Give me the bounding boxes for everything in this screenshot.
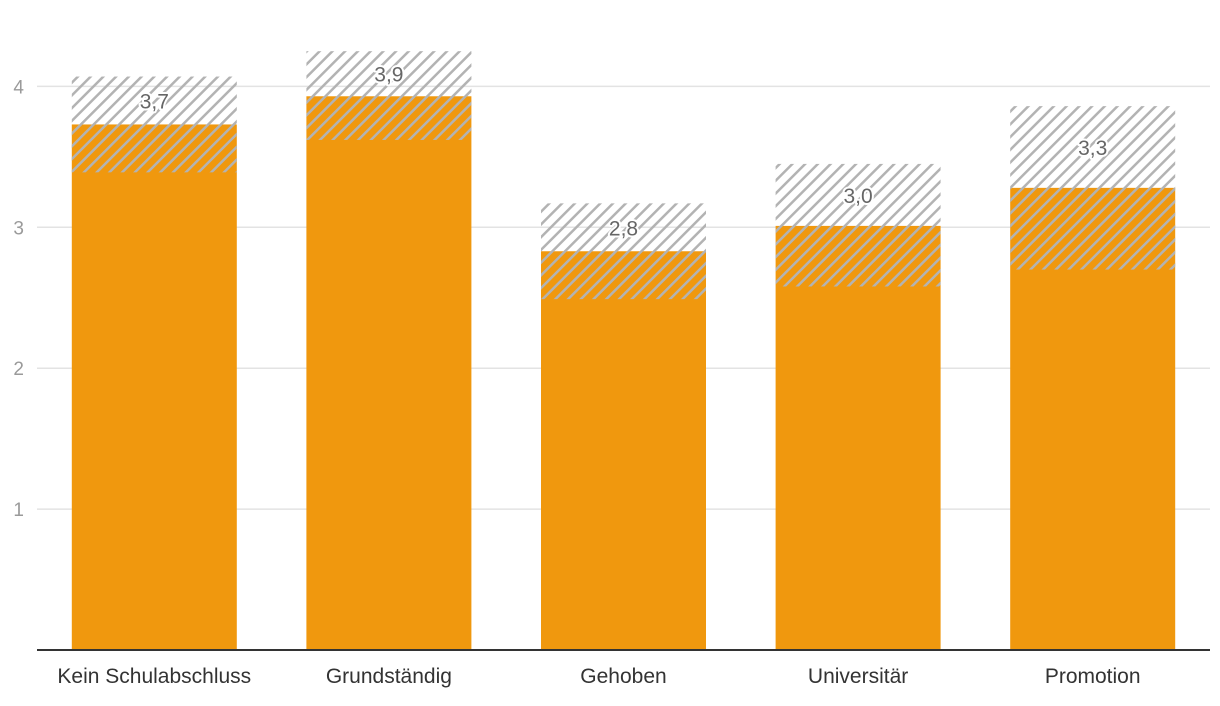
data-labels: 3,7 3,9 2,8 3,0 3,3	[138, 62, 1110, 243]
uncertainty-band	[775, 163, 941, 287]
data-label: 3,0	[843, 185, 872, 208]
uncertainty-band	[306, 51, 472, 140]
x-category-label: Gehoben	[580, 665, 666, 688]
bar	[71, 124, 237, 650]
y-tick-label: 1	[13, 500, 24, 521]
x-category-label: Promotion	[1045, 665, 1141, 688]
uncertainty-band	[1010, 106, 1176, 270]
bar	[541, 251, 706, 651]
data-label: 2,8	[609, 217, 638, 240]
bar	[306, 96, 472, 651]
uncertainty-band	[71, 76, 237, 173]
y-tick-label: 4	[13, 77, 24, 98]
bars	[71, 96, 1176, 651]
x-category-label: Universitär	[808, 665, 908, 688]
data-label: 3,7	[140, 90, 169, 113]
data-label: 3,3	[1078, 137, 1107, 160]
y-tick-label: 3	[13, 218, 24, 239]
y-axis-ticks: 1 2 3 4	[13, 77, 24, 521]
uncertainty-bands	[71, 51, 1176, 300]
data-label: 3,9	[374, 64, 403, 87]
x-axis-labels: Kein Schulabschluss Grundständig Gehoben Un…	[57, 665, 1140, 688]
uncertainty-band	[541, 203, 706, 300]
x-category-label: Kein Schulabschluss	[57, 665, 251, 688]
bar	[775, 225, 941, 650]
y-tick-label: 2	[13, 359, 24, 380]
x-category-label: Grundständig	[326, 665, 452, 688]
